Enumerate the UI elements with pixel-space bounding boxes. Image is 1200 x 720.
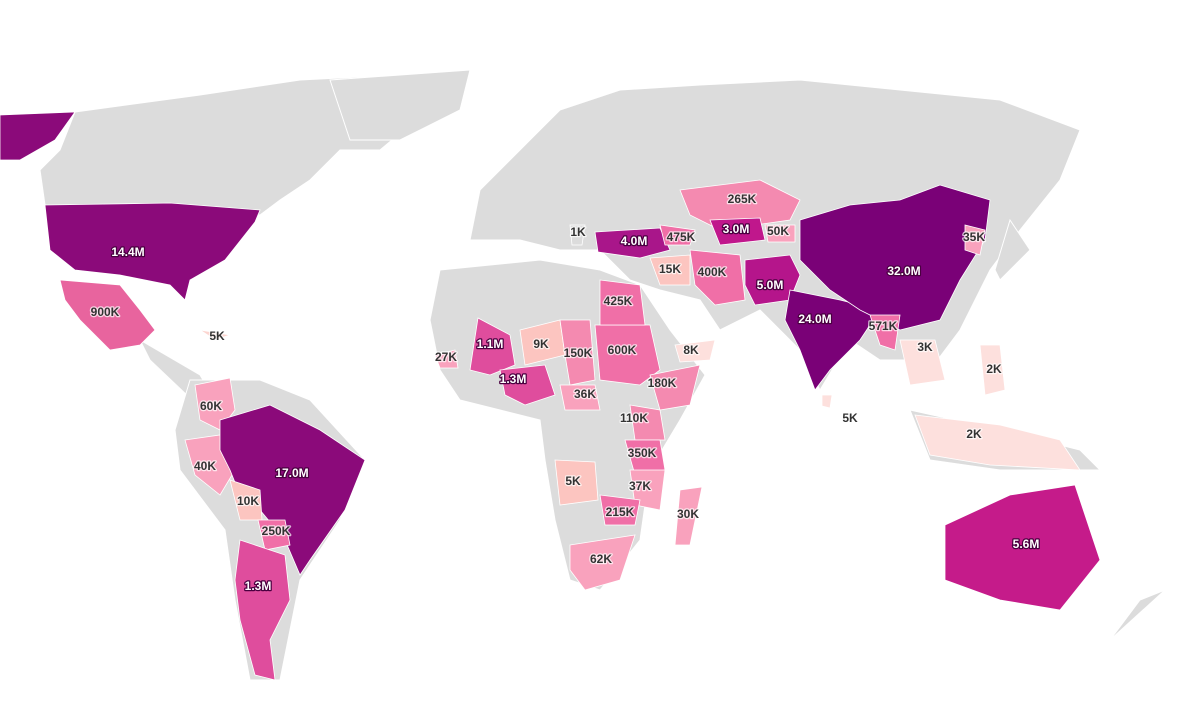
value-label: 8K [683,343,699,357]
country [964,224,986,256]
country [499,364,556,406]
greenland [329,69,471,141]
country [674,339,716,363]
country [799,184,991,331]
value-label: 350K [628,446,657,460]
value-label: 17.0M [275,466,308,480]
value-label: 36K [574,387,596,401]
value-label: 600K [608,343,637,357]
value-label: 4.0M [621,234,648,248]
new-zealand [1109,589,1166,641]
value-label: 265K [728,192,757,206]
country [199,329,231,341]
country [899,339,946,386]
value-label: 1.3M [500,372,527,386]
value-label: 1K [570,225,586,239]
value-label: 27K [435,350,457,364]
country [559,384,601,411]
value-label: 571K [869,319,898,333]
country [764,224,796,243]
value-label: 2K [986,362,1002,376]
value-label: 400K [698,265,727,279]
value-label: 14.4M [111,245,144,259]
africa [429,259,706,591]
value-label: 5.6M [1013,537,1040,551]
value-label: 9K [533,337,549,351]
country [594,227,671,259]
country [944,484,1101,611]
country [559,319,596,386]
country [59,279,156,351]
value-label: 30K [677,507,699,521]
value-label: 2K [966,427,982,441]
country [569,224,586,246]
country [0,111,76,161]
country [569,534,636,591]
value-label: 5K [842,411,858,425]
value-label: 62K [590,552,612,566]
value-label: 475K [667,230,696,244]
value-label: 5K [209,329,225,343]
value-label: 40K [194,459,216,473]
value-label: 1.3M [245,579,272,593]
value-label: 32.0M [887,264,920,278]
value-label: 110K [620,411,648,425]
value-label: 180K [648,376,677,390]
country [649,254,691,286]
country [979,344,1006,396]
country [709,217,766,246]
country [219,404,366,576]
country [629,404,666,441]
country [821,394,833,409]
value-label: 60K [200,399,222,413]
country [914,414,1081,471]
value-label: 3.0M [723,222,750,236]
value-label: 3K [917,340,933,354]
value-label: 5.0M [757,278,784,292]
value-label: 50K [767,224,789,238]
country [434,349,459,369]
country [599,494,641,526]
country [257,519,291,551]
value-label: 1.1M [477,337,504,351]
country [659,224,696,246]
value-label: 24.0M [798,312,831,326]
country [689,249,746,306]
regions [0,111,1101,681]
value-label: 425K [604,294,633,308]
country [679,179,801,231]
country [44,202,261,301]
value-label: 150K [564,346,593,360]
value-label: 250K [262,524,291,538]
value-label: 5K [565,474,581,488]
japan [994,218,1031,281]
value-label: 900K [91,305,120,319]
value-label: 35K [963,230,985,244]
country [234,539,291,681]
country [674,486,703,546]
country [554,459,599,506]
value-label: 215K [606,505,635,519]
country [869,314,901,351]
value-label: 15K [659,262,681,276]
labels: 14.4M 900K 5K 60K 40K 17.0M 10K 250K 1.3M 27K 1.1M… [89,191,1040,595]
value-label: 37K [629,479,651,493]
country [649,364,701,411]
value-label: 10K [237,494,259,508]
country [599,279,646,326]
